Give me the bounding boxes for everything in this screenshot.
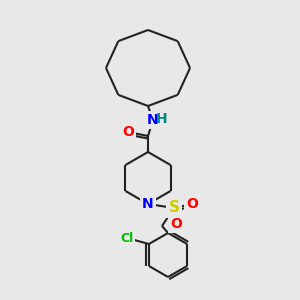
Text: O: O bbox=[170, 217, 182, 231]
Text: N: N bbox=[147, 113, 159, 127]
Text: Cl: Cl bbox=[120, 232, 134, 244]
Text: O: O bbox=[186, 197, 198, 211]
Text: S: S bbox=[169, 200, 179, 215]
Text: H: H bbox=[156, 112, 168, 126]
Text: O: O bbox=[122, 125, 134, 139]
Text: N: N bbox=[142, 197, 154, 211]
